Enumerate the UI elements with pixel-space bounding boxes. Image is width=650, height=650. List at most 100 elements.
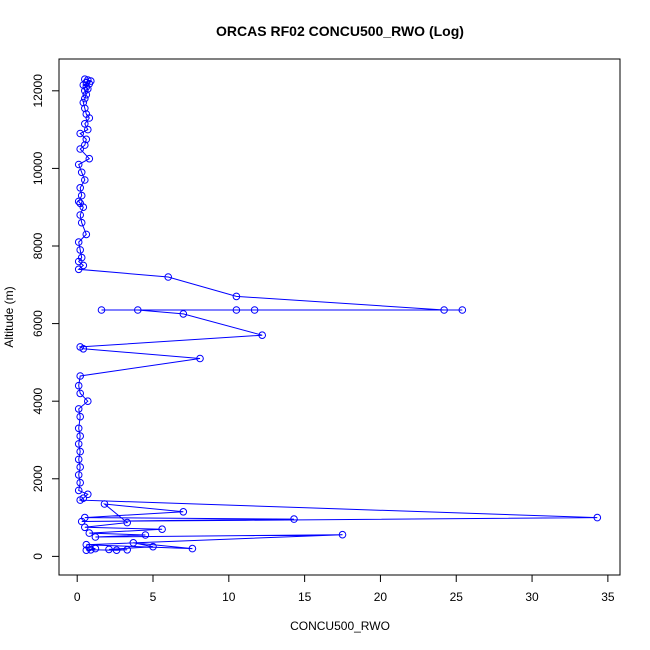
data-point xyxy=(74,440,83,448)
data-point xyxy=(76,447,84,456)
data-point xyxy=(141,531,150,539)
chart-title: ORCAS RF02 CONCU500_RWO (Log) xyxy=(216,23,464,39)
data-point xyxy=(76,463,84,471)
series-line xyxy=(77,78,598,551)
data-point xyxy=(84,397,92,406)
data-point xyxy=(258,331,267,340)
x-tick-label: 10 xyxy=(222,590,236,604)
data-point xyxy=(81,87,89,95)
x-tick-label: 15 xyxy=(298,590,312,604)
data-point xyxy=(112,546,121,555)
data-point xyxy=(82,83,91,91)
data-point xyxy=(76,211,84,219)
data-point xyxy=(76,478,84,487)
data-point xyxy=(81,513,89,522)
x-tick-label: 20 xyxy=(374,590,388,604)
x-tick-label: 25 xyxy=(450,590,464,604)
data-point xyxy=(440,306,448,314)
data-point xyxy=(76,184,84,192)
data-point xyxy=(338,530,347,539)
data-point xyxy=(74,405,83,413)
data-point xyxy=(77,191,86,200)
data-point xyxy=(105,545,113,554)
x-tick-label: 30 xyxy=(525,590,539,604)
data-point xyxy=(158,525,166,534)
y-tick-label: 8000 xyxy=(31,232,45,259)
data-point xyxy=(179,508,188,516)
x-axis: 0 5 10 15 20 25 30 35 xyxy=(74,574,615,604)
data-point xyxy=(76,412,84,421)
y-tick-label: 0 xyxy=(31,553,45,560)
data-point xyxy=(79,98,88,107)
data-point xyxy=(123,546,131,554)
data-point xyxy=(129,539,138,547)
data-point xyxy=(82,135,91,144)
data-point xyxy=(76,372,84,380)
data-point xyxy=(232,292,241,301)
data-point xyxy=(188,544,197,553)
data-point xyxy=(74,238,83,246)
x-tick-label: 5 xyxy=(150,590,157,604)
data-point xyxy=(82,230,91,239)
y-axis-label: Altitude (m) xyxy=(2,286,16,347)
data-point xyxy=(84,490,92,499)
data-point xyxy=(250,306,259,314)
data-point xyxy=(85,543,94,552)
data-point xyxy=(76,496,84,504)
data-point xyxy=(149,542,157,551)
data-point xyxy=(81,523,89,532)
data-point xyxy=(74,471,83,479)
data-point xyxy=(74,160,83,169)
data-point xyxy=(81,176,89,184)
data-point xyxy=(77,168,86,177)
data-point xyxy=(593,513,602,522)
data-point xyxy=(81,104,89,113)
data-point xyxy=(134,306,142,314)
x-tick-label: 35 xyxy=(601,590,615,604)
data-point xyxy=(81,94,89,103)
y-tick-label: 2000 xyxy=(31,465,45,492)
y-tick-label: 6000 xyxy=(31,310,45,337)
data-point xyxy=(74,381,83,390)
data-point xyxy=(81,141,89,149)
data-point xyxy=(79,345,88,353)
data-point xyxy=(79,203,88,211)
data-point xyxy=(76,389,84,398)
data-point xyxy=(74,455,83,464)
data-point xyxy=(76,246,84,254)
data-point xyxy=(82,90,91,99)
data-point xyxy=(77,218,86,227)
plot-area xyxy=(74,75,602,555)
data-point xyxy=(74,265,83,274)
data-point xyxy=(290,515,298,523)
data-point xyxy=(76,145,84,153)
data-point xyxy=(123,518,131,527)
y-tick-label: 4000 xyxy=(31,388,45,415)
data-point xyxy=(164,273,172,281)
x-axis-label: CONCU500_RWO xyxy=(290,619,390,633)
y-tick-label: 12000 xyxy=(31,74,45,108)
data-point xyxy=(91,533,100,541)
data-point xyxy=(85,529,94,537)
data-point xyxy=(196,354,204,363)
data-point xyxy=(74,424,83,433)
data-point xyxy=(74,486,83,495)
data-point xyxy=(74,197,83,206)
plot-frame xyxy=(58,58,621,576)
data-point xyxy=(87,546,95,554)
data-point xyxy=(84,125,92,134)
data-point xyxy=(97,306,106,314)
y-tick-label: 10000 xyxy=(31,151,45,185)
data-point xyxy=(232,306,241,314)
x-tick-label: 0 xyxy=(74,590,81,604)
data-point xyxy=(85,154,94,163)
y-axis: 0 2000 4000 6000 8000 10000 12000 xyxy=(31,74,60,560)
data-point xyxy=(179,310,188,318)
data-point xyxy=(85,114,94,122)
data-point xyxy=(79,261,88,270)
data-point xyxy=(76,432,84,440)
data-point xyxy=(81,120,89,128)
data-point xyxy=(76,129,84,138)
data-point xyxy=(458,306,467,314)
